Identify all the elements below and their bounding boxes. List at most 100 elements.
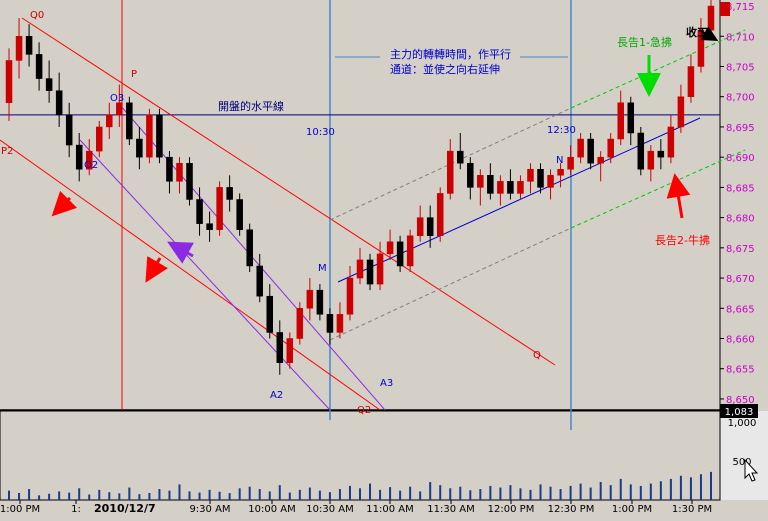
candle-body: [106, 114, 113, 128]
purple-channel-lower: [79, 139, 331, 411]
volume-bar: [629, 484, 632, 500]
candle-body: [497, 181, 504, 194]
red-channel-upper: [21, 17, 556, 366]
volume-bar: [669, 478, 672, 500]
candle: [517, 175, 524, 200]
volume-bar: [128, 487, 131, 500]
candle-body: [467, 162, 474, 188]
volume-bar: [539, 484, 542, 500]
channel-note-line2: 通道：並使之向右延伸: [390, 62, 500, 76]
candle-body: [236, 199, 243, 230]
volume-bar: [609, 485, 612, 500]
candle-body: [35, 54, 43, 79]
candle: [457, 132, 464, 170]
red-arrow-buy: [666, 173, 691, 219]
price-tick-label: 8,670: [726, 274, 755, 285]
candle: [316, 284, 324, 321]
volume-bar: [489, 485, 492, 500]
candle: [276, 320, 284, 375]
candle-body: [146, 114, 153, 158]
candle: [216, 181, 223, 236]
candle: [326, 308, 334, 345]
price-tick-label: 8,660: [726, 335, 755, 346]
candle: [507, 169, 514, 200]
current-volume-value: 1,083: [725, 407, 754, 418]
candle: [497, 175, 504, 206]
candle-body: [577, 138, 584, 158]
annotation-label: N: [556, 155, 563, 166]
candle-body: [707, 5, 715, 31]
candle: [346, 265, 354, 321]
volume-bar: [409, 486, 412, 500]
candle: [677, 84, 685, 133]
volume-panel: [0, 410, 721, 501]
volume-bar: [449, 488, 452, 500]
time-tick-label: 10:30 AM: [306, 504, 353, 515]
candle: [5, 48, 13, 121]
candle: [166, 151, 173, 194]
volume-bar: [98, 489, 101, 500]
session-lines: [121, 0, 572, 430]
green-channel-lower: [570, 149, 746, 229]
candle-body: [517, 181, 524, 194]
candle: [667, 114, 675, 164]
candle: [617, 90, 624, 146]
candle-body: [276, 332, 284, 363]
candle: [597, 151, 604, 182]
candle: [446, 139, 454, 200]
volume-bar: [188, 491, 191, 500]
annotation-label: Q2: [357, 405, 371, 416]
volume-bar: [709, 471, 712, 500]
candle: [306, 278, 314, 321]
candle-body: [326, 314, 334, 333]
volume-bar: [589, 487, 592, 500]
signal-arrows: [51, 26, 719, 283]
candle-body: [627, 102, 635, 134]
candle: [146, 108, 153, 164]
annotation-label: 12:30: [547, 125, 576, 136]
candle: [35, 42, 43, 91]
price-tick-label: 8,700: [726, 93, 755, 104]
time-tick-label: 10:00 AM: [248, 504, 295, 515]
volume-bar: [639, 485, 642, 500]
candle-body: [477, 175, 484, 188]
signal2-label: 長告2-牛拂: [655, 233, 710, 247]
candle-body: [537, 169, 544, 188]
cursor-icon: [744, 458, 759, 482]
candles: [5, 0, 715, 375]
volume-bar: [318, 490, 321, 500]
volume-bar: [559, 489, 562, 500]
candle-body: [196, 199, 203, 224]
volume-bar: [218, 491, 221, 500]
annotation-label: Q: [533, 350, 541, 361]
annotation-labels: Q0 P O3 P2 O2 M N Q Q2 A2 A3 10:30 12:30: [1, 10, 576, 416]
time-axis: 1:00 PM 1: 9:30 AM 10:00 AM 10:30 AM 11:00 AM…: [0, 500, 712, 515]
volume-bar: [429, 482, 432, 500]
volume-bar: [419, 491, 422, 500]
volume-bar: [58, 491, 61, 500]
candle-body: [647, 150, 655, 170]
candle-body: [657, 150, 665, 158]
candle-body: [306, 289, 314, 309]
candle: [75, 132, 83, 182]
volume-bar: [288, 492, 291, 500]
annotation-label: M: [318, 263, 327, 274]
volume-bar: [48, 493, 51, 500]
candle: [527, 163, 534, 194]
candle-body: [216, 187, 223, 230]
candle: [256, 253, 263, 303]
candle: [96, 120, 103, 158]
volume-bar: [659, 481, 662, 500]
candle: [196, 187, 203, 236]
annotation-label: 10:30: [306, 127, 335, 138]
volume-bar: [499, 487, 502, 500]
volume-bar: [138, 494, 141, 500]
candle-body: [156, 114, 163, 158]
candle: [487, 163, 494, 200]
time-tick-label: 9:30 AM: [189, 504, 230, 515]
volume-bar: [108, 492, 111, 500]
volume-bar: [699, 474, 702, 500]
volume-bar: [148, 492, 151, 500]
